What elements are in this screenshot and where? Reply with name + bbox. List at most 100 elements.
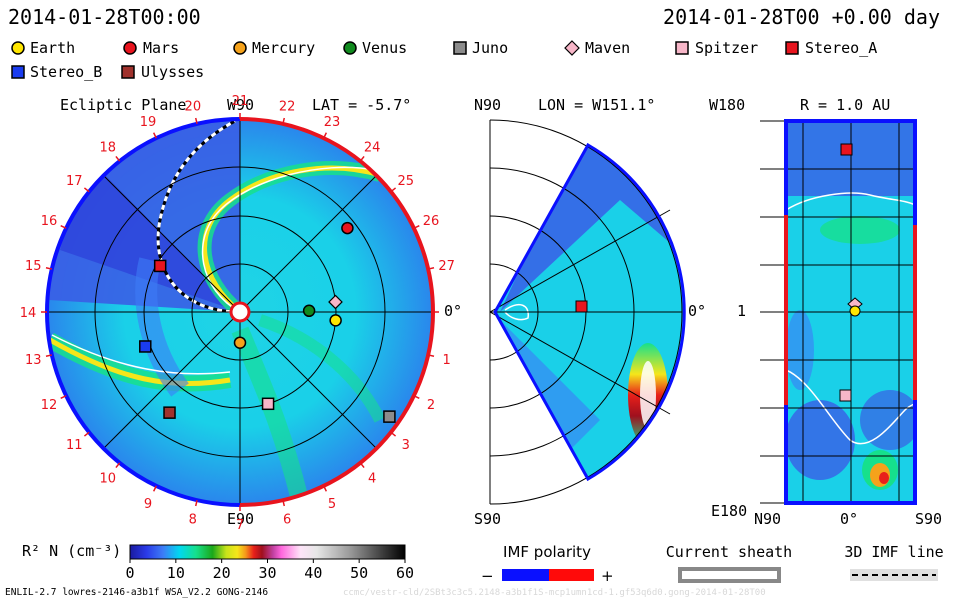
ecliptic-title: Ecliptic Plane: [60, 96, 186, 114]
ecliptic-e90-label: E90: [227, 510, 254, 528]
legend-juno-label: Juno: [472, 39, 508, 57]
current-sheath-legend: Current sheath: [666, 543, 792, 583]
legend-venus-marker: [343, 41, 357, 55]
sun-marker: [229, 301, 251, 323]
carrington-tick-mark: [323, 132, 328, 139]
legend-juno-marker: [453, 41, 467, 55]
legend-ulysses-label: Ulysses: [141, 63, 204, 81]
ecliptic-spitzer-marker: [261, 397, 275, 411]
radial-panel: W180 R = 1.0 AU 1 E180 N90 0° S90: [709, 96, 942, 528]
carrington-tick-label: 21: [232, 94, 249, 109]
radial-zero-label: 0°: [840, 510, 858, 528]
carrington-tick-label: 1: [443, 353, 451, 368]
ecliptic-w90-label: W90: [227, 96, 254, 114]
carrington-tick-mark: [152, 485, 157, 492]
legend-spitzer-marker: [675, 41, 689, 55]
meridional-lon-label: LON = W151.1°: [538, 96, 655, 114]
legend-stereo-a-marker: [785, 41, 799, 55]
carrington-tick-label: 12: [41, 398, 58, 413]
carrington-tick-mark: [115, 155, 121, 162]
carrington-tick-mark: [115, 462, 121, 469]
carrington-tick-mark: [45, 266, 53, 270]
colorbar-bar: [129, 544, 406, 560]
imf-polarity-legend: IMF polarity − +: [481, 543, 614, 585]
colorbar-tick-label: 30: [258, 564, 276, 582]
carrington-tick-label: 2: [427, 398, 435, 413]
carrington-tick-mark: [359, 155, 365, 162]
carrington-tick-label: 22: [279, 99, 296, 114]
carrington-tick-mark: [359, 462, 365, 469]
model-footer: ENLIL-2.7 lowres-2146-a3b1f WSA_V2.2 GON…: [5, 587, 268, 598]
legend-mercury-marker: [233, 41, 247, 55]
carrington-tick-label: 14: [20, 306, 37, 321]
carrington-tick-label: 19: [140, 115, 157, 130]
legend-earth-label: Earth: [30, 39, 75, 57]
imf-polarity-plus: +: [601, 567, 614, 585]
current-sheath-title: Current sheath: [666, 543, 792, 561]
carrington-tick-mark: [390, 431, 397, 437]
legend-mars-label: Mars: [143, 39, 179, 57]
carrington-tick-label: 3: [402, 438, 410, 453]
carrington-tick-label: 10: [100, 472, 117, 487]
legend-stereo-b-marker: [11, 65, 25, 79]
radial-e180-label: E180: [711, 502, 747, 520]
legend-maven-marker: [564, 40, 580, 56]
imf-polarity-positive-bar: [549, 569, 594, 581]
carrington-tick-label: 8: [189, 513, 197, 528]
radial-s90-label: S90: [915, 510, 942, 528]
ecliptic-earth-marker: [329, 314, 342, 327]
colorbar-tick-label: 50: [350, 564, 368, 582]
colorbar-tick-label: 40: [304, 564, 322, 582]
ecliptic-venus-marker: [302, 304, 316, 318]
carrington-tick-label: 15: [25, 259, 42, 274]
run-watermark: ccmc/vestr-cld/2SBt3c3c5.2148-a3b1f1S-mc…: [343, 588, 766, 598]
radial-r-label: R = 1.0 AU: [800, 96, 890, 114]
legend-spitzer-label: Spitzer: [695, 39, 758, 57]
carrington-tick-label: 4: [368, 472, 376, 487]
carrington-tick-label: 17: [66, 174, 83, 189]
carrington-tick-label: 6: [283, 513, 291, 528]
legend-maven-label: Maven: [585, 39, 630, 57]
carrington-tick-label: 5: [328, 497, 336, 512]
legend-stereo-b-label: Stereo_B: [30, 63, 102, 81]
carrington-tick-mark: [427, 354, 435, 358]
ecliptic-boundary-positive: [239, 117, 435, 507]
carrington-tick-mark: [83, 431, 90, 437]
carrington-tick-mark: [152, 132, 157, 139]
carrington-tick-mark: [390, 187, 397, 193]
ecliptic-stereo-a-marker: [153, 259, 167, 273]
carrington-tick-label: 7: [236, 518, 244, 533]
carrington-tick-mark: [60, 395, 67, 400]
carrington-tick-mark: [194, 117, 198, 125]
carrington-tick-mark: [413, 224, 420, 229]
radial-spitzer-marker: [839, 389, 852, 402]
carrington-tick-mark: [60, 224, 67, 229]
radial-w180-label: W180: [709, 96, 745, 114]
imf-line-title: 3D IMF line: [844, 543, 943, 561]
legend-venus-label: Venus: [362, 39, 407, 57]
legend-earth-marker: [11, 41, 25, 55]
carrington-tick-mark: [323, 485, 328, 492]
carrington-tick-label: 20: [185, 99, 202, 114]
colorbar-ticks: 0 10 20 30 40 50 60: [125, 559, 414, 582]
ecliptic-object-markers: [139, 221, 396, 423]
ecliptic-lat-label: LAT = -5.7°: [312, 96, 411, 114]
carrington-tick-label: 27: [438, 259, 455, 274]
radial-n90-label: N90: [754, 510, 781, 528]
carrington-tick-mark: [427, 266, 435, 270]
ecliptic-panel: Ecliptic Plane LAT = -5.7° W90 E90 0°: [20, 94, 462, 533]
ecliptic-zero-label: 0°: [444, 302, 462, 320]
meridional-stereo-a-marker: [575, 300, 588, 313]
legend-mars-marker: [123, 41, 137, 55]
legend-ulysses-marker: [121, 65, 135, 79]
ecliptic-ulysses-marker: [163, 406, 176, 419]
date-right: 2014-01-28T00 +0.00 day: [663, 5, 940, 29]
colorbar-label: R² N (cm⁻³): [22, 542, 121, 560]
meridional-zero-label: 0°: [688, 302, 706, 320]
radial-1-label: 1: [737, 302, 746, 320]
legend-mercury-label: Mercury: [252, 39, 315, 57]
carrington-tick-label: 16: [41, 214, 58, 229]
meridional-s90-label: S90: [474, 510, 501, 528]
